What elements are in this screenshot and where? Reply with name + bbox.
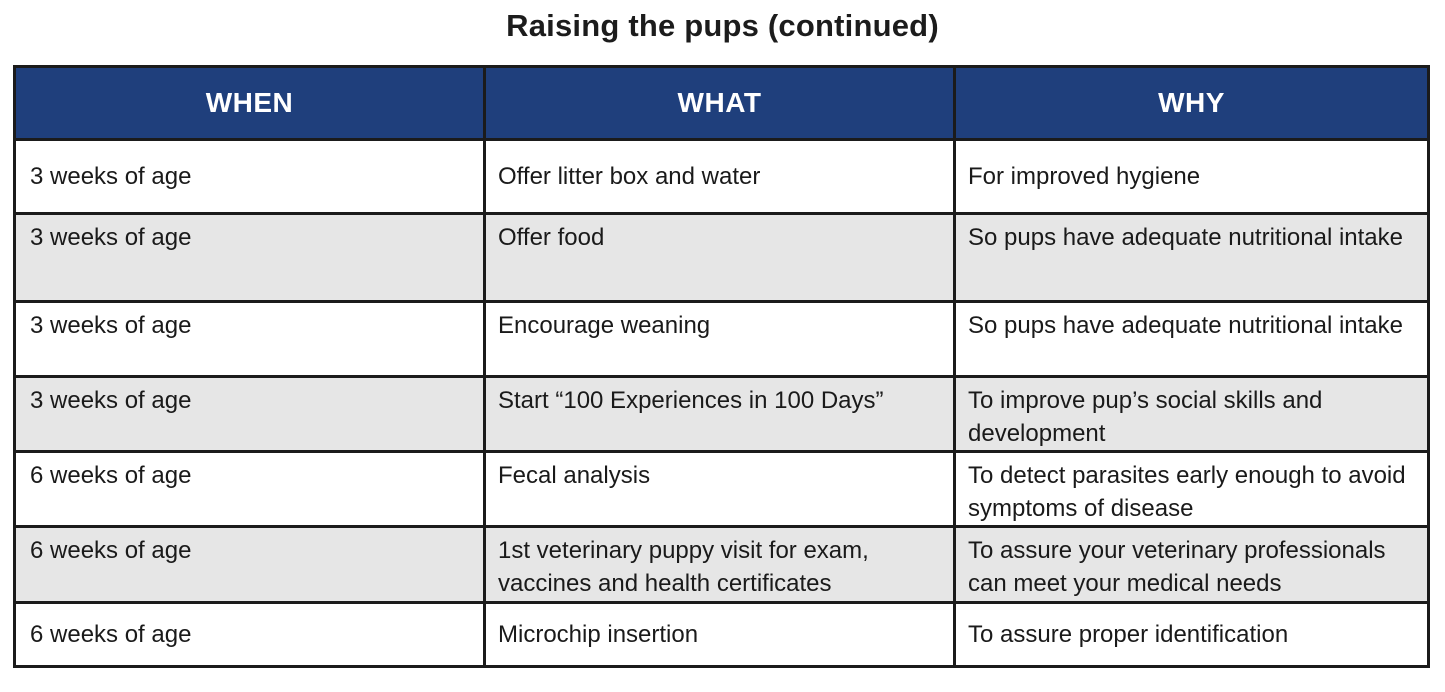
table-row: 6 weeks of age 1st veterinary puppy visi… [13, 525, 1430, 604]
header-row: WHEN WHAT WHY [13, 65, 1430, 141]
cell-what: Offer litter box and water [483, 138, 956, 215]
table-row: 3 weeks of age Start “100 Experiences in… [13, 375, 1430, 453]
cell-what: 1st veterinary puppy visit for exam, vac… [483, 525, 956, 604]
cell-when: 6 weeks of age [13, 525, 486, 604]
column-header-when: WHEN [13, 65, 486, 141]
page-title: Raising the pups (continued) [506, 8, 939, 43]
cell-why: To assure proper identification [953, 601, 1430, 668]
table-row: 3 weeks of age Offer food So pups have a… [13, 212, 1430, 303]
table-body: 3 weeks of age Offer litter box and wate… [13, 138, 1430, 668]
cell-why: So pups have adequate nutritional intake [953, 300, 1430, 378]
cell-why: To improve pup’s social skills and devel… [953, 375, 1430, 453]
cell-what: Offer food [483, 212, 956, 303]
table-row: 3 weeks of age Offer litter box and wate… [13, 138, 1430, 215]
cell-when: 3 weeks of age [13, 300, 486, 378]
cell-when: 3 weeks of age [13, 375, 486, 453]
column-header-why: WHY [953, 65, 1430, 141]
schedule-table: WHEN WHAT WHY 3 weeks of age Offer litte… [13, 65, 1430, 668]
cell-why: To detect parasites early enough to avoi… [953, 450, 1430, 528]
cell-when: 3 weeks of age [13, 138, 486, 215]
table-row: 6 weeks of age Microchip insertion To as… [13, 601, 1430, 668]
cell-when: 3 weeks of age [13, 212, 486, 303]
table-row: 6 weeks of age Fecal analysis To detect … [13, 450, 1430, 528]
cell-why: So pups have adequate nutritional intake [953, 212, 1430, 303]
table-row: 3 weeks of age Encourage weaning So pups… [13, 300, 1430, 378]
cell-why: To assure your veterinary professionals … [953, 525, 1430, 604]
cell-what: Fecal analysis [483, 450, 956, 528]
table-header: WHEN WHAT WHY [13, 65, 1430, 141]
cell-what: Microchip insertion [483, 601, 956, 668]
cell-what: Start “100 Experiences in 100 Days” [483, 375, 956, 453]
cell-what: Encourage weaning [483, 300, 956, 378]
cell-when: 6 weeks of age [13, 450, 486, 528]
cell-when: 6 weeks of age [13, 601, 486, 668]
column-header-what: WHAT [483, 65, 956, 141]
cell-why: For improved hygiene [953, 138, 1430, 215]
